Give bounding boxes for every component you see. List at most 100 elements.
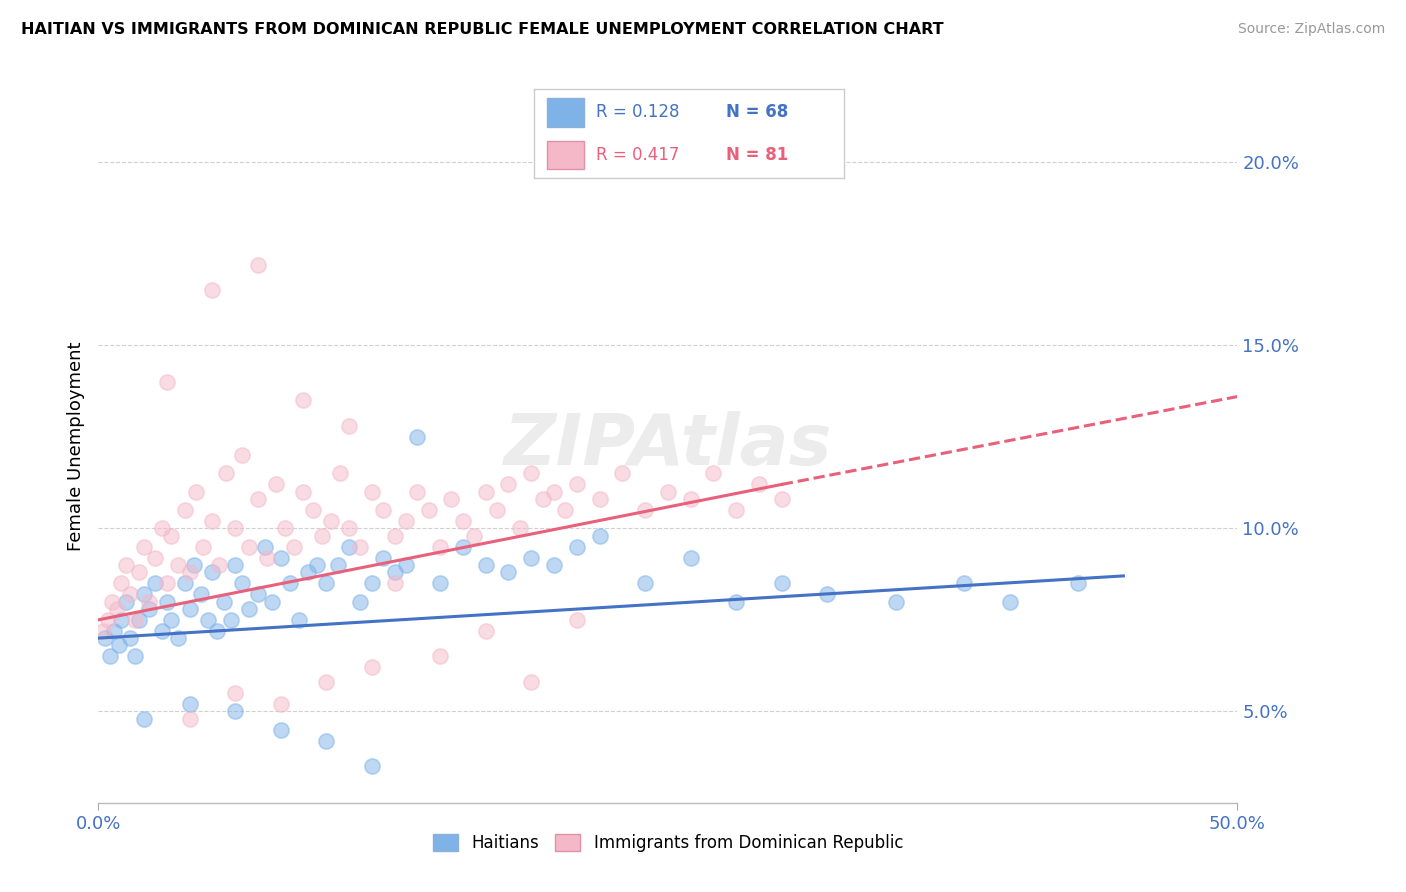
Point — [110, 613, 132, 627]
Point — [124, 649, 146, 664]
Point — [429, 576, 451, 591]
Point — [297, 566, 319, 580]
Point — [360, 759, 382, 773]
Point — [270, 550, 292, 565]
Point — [174, 576, 197, 591]
Point — [679, 550, 702, 565]
Point — [429, 540, 451, 554]
Point — [132, 712, 155, 726]
Y-axis label: Female Unemployment: Female Unemployment — [66, 342, 84, 550]
Point — [474, 624, 496, 638]
Point — [509, 521, 531, 535]
Point — [998, 594, 1021, 608]
Point — [953, 576, 976, 591]
Point — [208, 558, 231, 572]
Point — [224, 686, 246, 700]
Point — [371, 503, 394, 517]
Point — [138, 602, 160, 616]
Point — [337, 418, 360, 433]
Point — [105, 602, 128, 616]
Point — [110, 576, 132, 591]
Point — [156, 576, 179, 591]
Point — [554, 503, 576, 517]
Point — [395, 558, 418, 572]
Point — [292, 484, 315, 499]
Point — [770, 491, 793, 506]
Point — [238, 540, 260, 554]
Point — [451, 514, 474, 528]
Point — [748, 477, 770, 491]
Bar — [547, 98, 583, 127]
Point — [238, 602, 260, 616]
Point — [128, 613, 150, 627]
Point — [1067, 576, 1090, 591]
Point — [520, 550, 543, 565]
Point — [186, 484, 208, 499]
Point — [179, 697, 201, 711]
Point — [274, 521, 297, 535]
Point — [160, 613, 183, 627]
Point — [264, 477, 287, 491]
Point — [329, 467, 352, 481]
Point — [101, 594, 124, 608]
Point — [360, 484, 382, 499]
Text: ZIPAtlas: ZIPAtlas — [503, 411, 832, 481]
Point — [657, 484, 679, 499]
Point — [725, 594, 748, 608]
Point — [156, 375, 179, 389]
Point — [145, 576, 167, 591]
Point — [193, 540, 215, 554]
Point — [315, 733, 337, 747]
Point — [132, 540, 155, 554]
Point — [231, 448, 253, 462]
Text: HAITIAN VS IMMIGRANTS FROM DOMINICAN REPUBLIC FEMALE UNEMPLOYMENT CORRELATION CH: HAITIAN VS IMMIGRANTS FROM DOMINICAN REP… — [21, 22, 943, 37]
Text: R = 0.417: R = 0.417 — [596, 146, 679, 164]
Point — [565, 477, 588, 491]
Point — [197, 613, 219, 627]
Point — [283, 540, 305, 554]
Point — [179, 712, 201, 726]
Point — [770, 576, 793, 591]
Point — [260, 594, 283, 608]
Point — [201, 284, 224, 298]
Point — [205, 624, 228, 638]
Point — [174, 503, 197, 517]
Point — [132, 587, 155, 601]
Point — [326, 558, 349, 572]
Point — [725, 503, 748, 517]
Point — [224, 558, 246, 572]
Point — [349, 540, 371, 554]
Point — [212, 594, 235, 608]
Point — [246, 491, 269, 506]
Point — [215, 467, 238, 481]
Point — [124, 613, 146, 627]
Point — [360, 660, 382, 674]
Point — [179, 566, 201, 580]
Point — [498, 477, 520, 491]
Point — [612, 467, 634, 481]
Point — [463, 529, 485, 543]
Point — [246, 587, 269, 601]
Point — [128, 566, 150, 580]
Point — [429, 649, 451, 664]
Point — [253, 540, 276, 554]
Point — [219, 613, 242, 627]
Point — [94, 631, 117, 645]
Point — [288, 613, 311, 627]
Text: Source: ZipAtlas.com: Source: ZipAtlas.com — [1237, 22, 1385, 37]
Point — [179, 602, 201, 616]
Point — [311, 529, 333, 543]
Point — [246, 258, 269, 272]
Point — [543, 558, 565, 572]
Point — [360, 576, 382, 591]
Point — [702, 467, 724, 481]
Point — [319, 514, 342, 528]
Point — [531, 491, 554, 506]
Point — [150, 521, 173, 535]
Point — [395, 514, 418, 528]
Point — [114, 594, 136, 608]
Point — [292, 393, 315, 408]
Text: N = 81: N = 81 — [725, 146, 789, 164]
Point — [167, 558, 190, 572]
Point — [588, 491, 610, 506]
